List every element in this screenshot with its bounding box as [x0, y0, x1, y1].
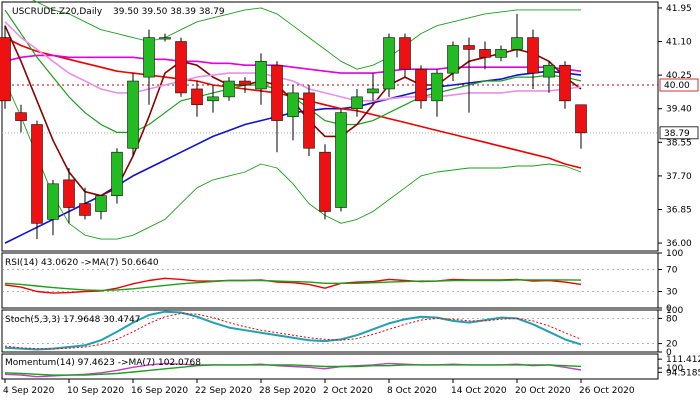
- candle-body: [415, 68, 427, 102]
- candle-body: [511, 37, 523, 50]
- candle-body: [479, 49, 491, 58]
- candle-body: [335, 112, 347, 208]
- mom-tick-label: 94.5185: [666, 368, 700, 378]
- level-label: 40.00: [664, 81, 690, 91]
- price-tick-label: 39.40: [666, 105, 692, 115]
- candle-body: [31, 124, 43, 224]
- candle-body: [543, 64, 555, 78]
- candle-body: [351, 96, 363, 110]
- stoch-tick-label: 80: [666, 314, 678, 324]
- candle-body: [447, 45, 459, 74]
- momentum-label: Momentum(14) 97.4623 ->MA(7) 102.0768: [5, 358, 201, 368]
- price-tick-label: 40.25: [666, 71, 692, 81]
- overlay-line-6: [31, 0, 581, 70]
- candle-body: [287, 92, 299, 117]
- candle-body: [255, 60, 267, 90]
- rsi-tick-label: 0: [666, 304, 672, 314]
- rsi-tick-label: 100: [666, 249, 683, 259]
- candle-body: [367, 88, 379, 94]
- candle-body: [559, 64, 571, 102]
- last-price-label: 38.79: [664, 129, 690, 139]
- symbol-label: USCRUDE.Z20,Daily: [12, 7, 103, 17]
- stoch-line-0: [4, 310, 582, 351]
- candle-body: [527, 37, 539, 74]
- date-label: 28 Sep 2020: [259, 386, 316, 396]
- price-tick-label: 41.95: [666, 4, 692, 14]
- date-label: 20 Oct 2020: [515, 386, 571, 396]
- mom-tick-label: 111.4127: [666, 355, 700, 365]
- candle-body: [239, 80, 251, 86]
- rsi-tick-label: 30: [666, 288, 678, 298]
- date-label: 26 Oct 2020: [579, 386, 635, 396]
- date-label: 8 Oct 2020: [387, 386, 437, 396]
- candle-body: [207, 96, 219, 102]
- candle-body: [175, 41, 187, 94]
- candle-body: [111, 151, 123, 196]
- candle-body: [95, 195, 107, 212]
- overlay-line-7: [4, 80, 582, 240]
- candle-body: [79, 203, 91, 216]
- overlay-line-5: [4, 21, 582, 102]
- ohlc-values: 39.50 39.50 38.39 38.79: [113, 7, 225, 17]
- date-label: 16 Sep 2020: [131, 386, 188, 396]
- date-label: 2 Oct 2020: [323, 386, 373, 396]
- mom-line-1: [4, 364, 582, 376]
- stoch-tick-label: 20: [666, 340, 678, 350]
- price-tick-label: 36.85: [666, 206, 692, 216]
- candle-body: [383, 37, 395, 90]
- panel-frame-rsi: [1, 252, 659, 309]
- date-label: 10 Sep 2020: [67, 386, 124, 396]
- candle-body: [159, 37, 171, 40]
- candle-body: [303, 92, 315, 149]
- stoch-tick-label: 0: [666, 348, 672, 358]
- candle-body: [143, 37, 155, 78]
- panel-frame-price: [1, 1, 659, 252]
- candle-body: [15, 112, 27, 121]
- rsi-label: RSI(14) 43.0620 ->MA(7) 50.6640: [5, 258, 159, 268]
- price-tick-label: 41.10: [666, 38, 692, 48]
- candle-body: [0, 37, 11, 102]
- candle-body: [495, 49, 507, 58]
- date-label: 22 Sep 2020: [195, 386, 252, 396]
- price-tick-label: 36.00: [666, 239, 692, 249]
- level-label-box: [659, 78, 699, 92]
- stoch-tick-label: 100: [666, 306, 683, 316]
- rsi-line-1: [4, 279, 582, 292]
- stoch-label: Stoch(5,3,3) 17.9648 30.4747: [5, 315, 140, 325]
- date-label: 14 Oct 2020: [451, 386, 507, 396]
- candle-body: [399, 37, 411, 70]
- panel-frame-stoch: [1, 309, 659, 353]
- price-tick-label: 38.55: [666, 138, 692, 148]
- candle-body: [431, 72, 443, 102]
- candle-body: [63, 179, 75, 208]
- candle-body: [319, 151, 331, 212]
- candle-body: [575, 104, 587, 134]
- candle-body: [127, 80, 139, 149]
- last-price-box: [659, 126, 699, 140]
- price-tick-label: 37.70: [666, 172, 692, 182]
- date-label: 4 Sep 2020: [3, 386, 55, 396]
- stoch-line-1: [4, 312, 582, 350]
- rsi-tick-label: 70: [666, 266, 678, 276]
- candle-body: [223, 80, 235, 98]
- candle-body: [463, 45, 475, 50]
- candle-body: [271, 64, 283, 121]
- panel-frame-mom: [1, 353, 659, 380]
- mom-tick-label: 100: [666, 364, 683, 374]
- candle-body: [47, 183, 59, 220]
- candle-body: [191, 88, 203, 106]
